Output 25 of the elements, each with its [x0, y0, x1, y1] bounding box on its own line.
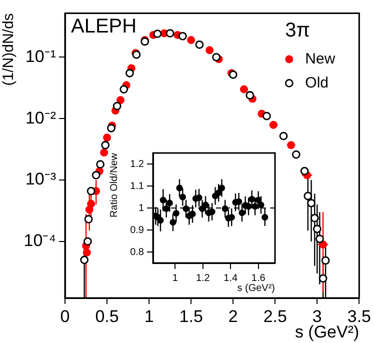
x-axis-title: s (GeV²): [237, 282, 275, 294]
x-tick-label: 1: [172, 272, 178, 284]
y-tick-label: 10⁻⁴: [24, 231, 56, 250]
x-tick-label: 1.4: [224, 272, 238, 284]
y-tick-label: 1: [138, 202, 144, 214]
x-tick-label: 1.6: [251, 272, 266, 284]
y-tick-label: 1.2: [130, 158, 144, 170]
legend-title: 3π: [285, 20, 310, 42]
y-axis-title: (1/N)dN/ds: [0, 13, 18, 86]
legend-label: New: [305, 50, 336, 68]
y-tick-label: 10⁻¹: [25, 46, 56, 66]
y-tick-label: 10⁻³: [25, 170, 56, 189]
y-tick-label: 10⁻²: [25, 108, 56, 128]
annotation: ALEPH: [71, 16, 137, 38]
x-tick-label: 0: [60, 306, 70, 326]
y-tick-label: 1.1: [130, 180, 144, 192]
y-tick-label: 0.9: [130, 224, 144, 236]
x-tick-label: 2.5: [263, 306, 287, 326]
legend-label: Old: [305, 74, 329, 92]
x-tick-label: 1.2: [196, 272, 210, 284]
x-tick-label: 1.5: [179, 306, 203, 326]
y-tick-label: 0.8: [130, 246, 144, 258]
x-tick-label: 0.5: [95, 306, 119, 326]
y-axis-title: Ratio Old/New: [108, 152, 120, 218]
x-tick-label: 2: [228, 306, 238, 326]
